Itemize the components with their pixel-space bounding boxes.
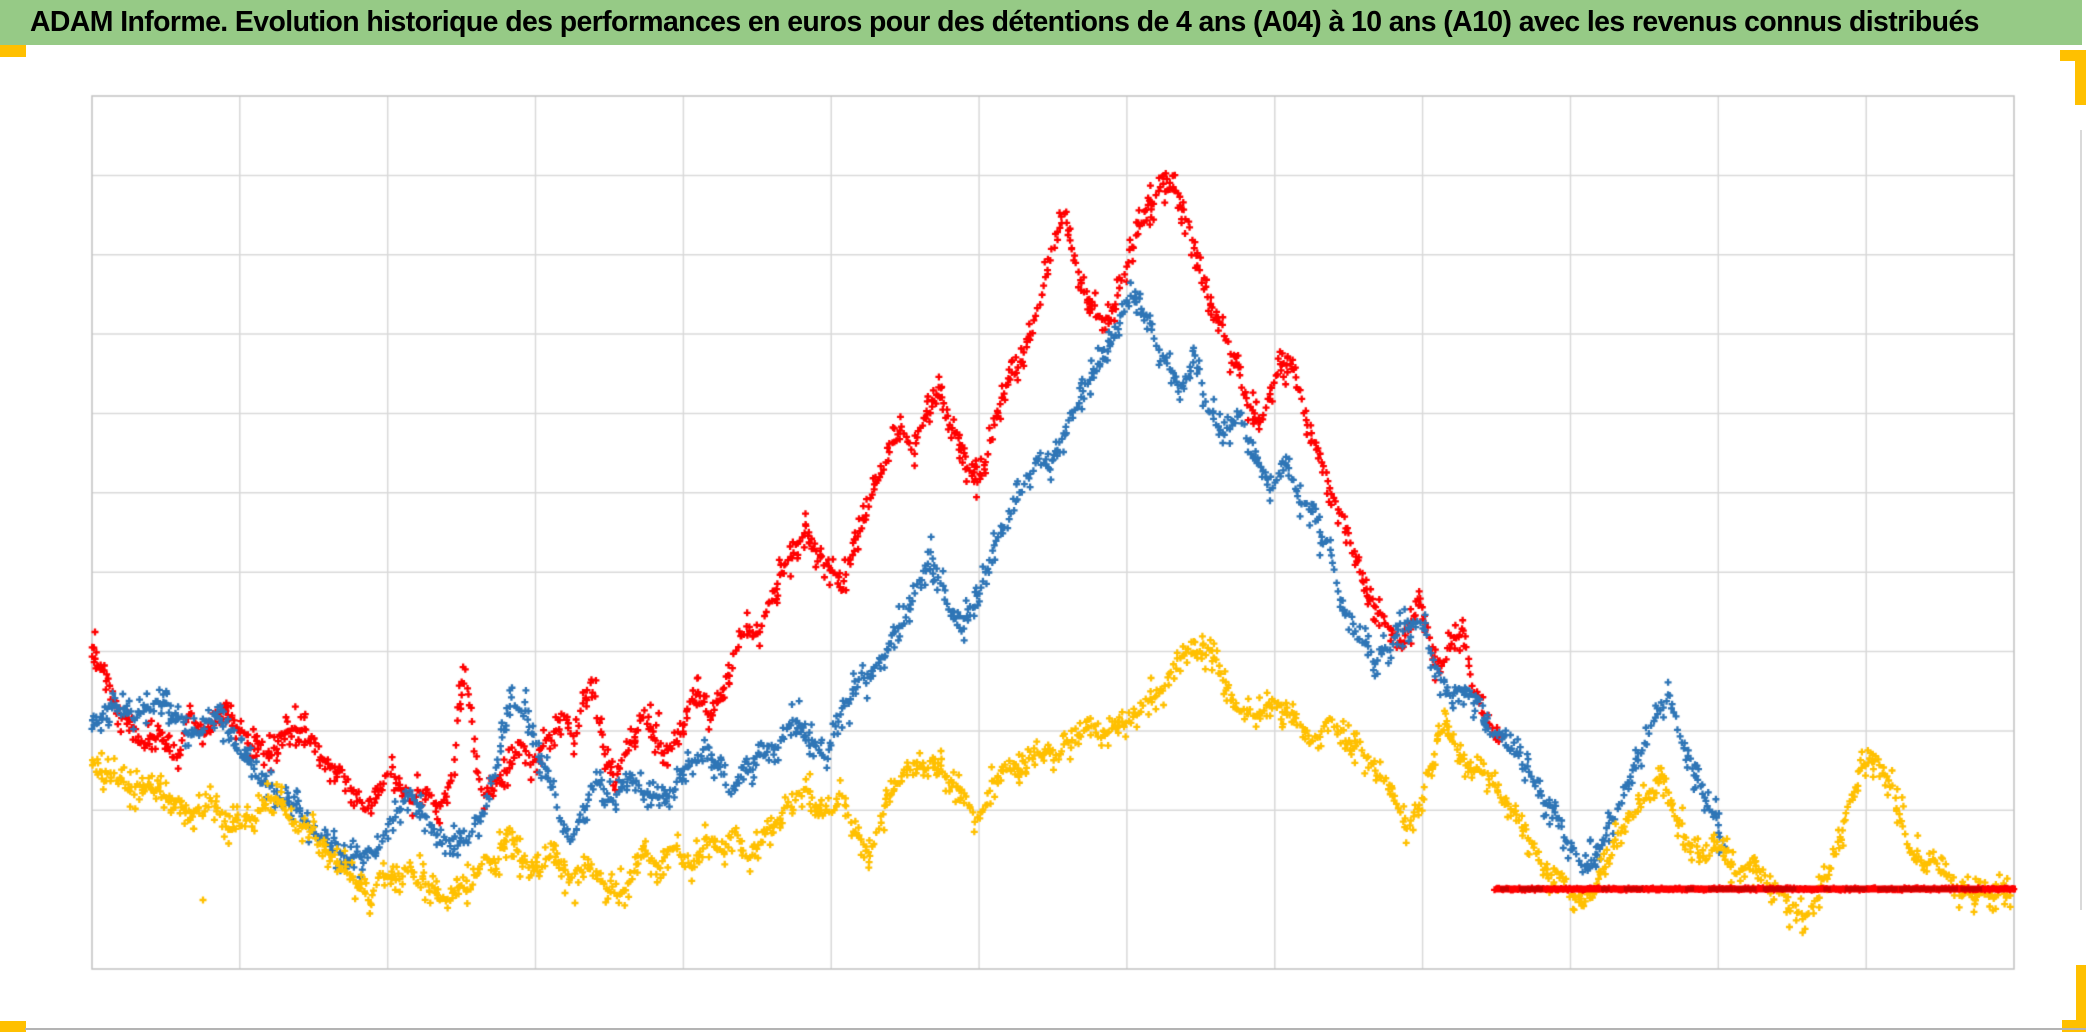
gold-accent-bottom-left — [0, 1021, 26, 1032]
gold-bracket-bottom-right-v — [2076, 965, 2086, 1032]
bottom-divider-line — [25, 1028, 2086, 1030]
gold-accent-top-left — [0, 45, 26, 57]
right-edge-line — [2080, 130, 2082, 910]
gold-bracket-bottom-right-h — [2062, 1020, 2086, 1032]
gold-bracket-top-right-v — [2075, 50, 2086, 105]
gold-bracket-top-right-h — [2060, 50, 2086, 61]
